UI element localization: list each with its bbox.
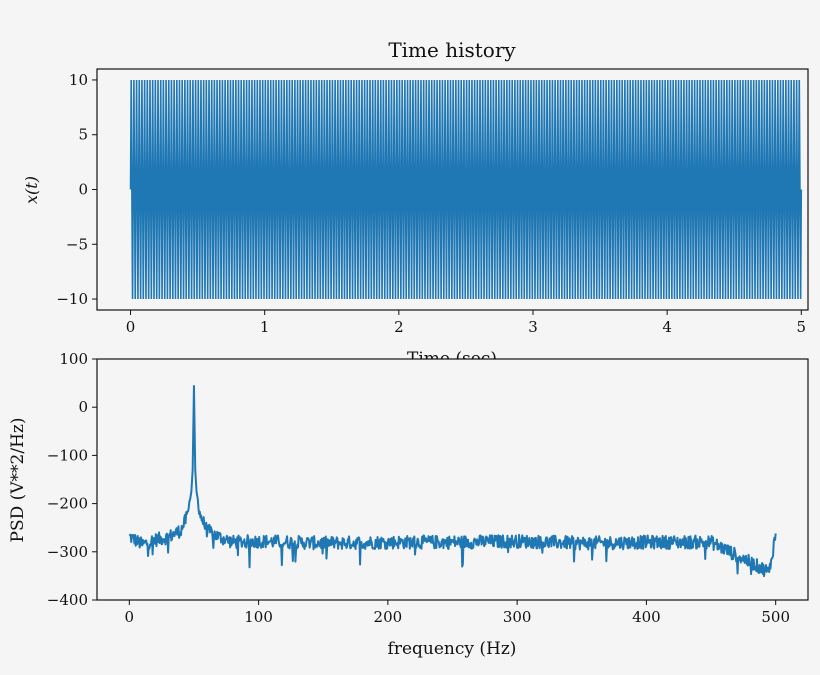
time-history-y-tick-label: 10 [69, 71, 88, 89]
psd-y-tick-label: 100 [59, 350, 88, 368]
psd-x-ticks: 0 100 200 300 400 500 [125, 600, 790, 626]
time-history-x-tick-label: 5 [797, 318, 807, 336]
psd-x-tick: 400 [632, 600, 661, 626]
psd-y-ticks: −400 −300 −200 −100 0 100 [47, 350, 97, 609]
time-history-x-tick: 1 [260, 310, 270, 336]
psd-y-tick: −400 [47, 591, 97, 609]
time-history-x-tick: 4 [662, 310, 672, 336]
time-history-x-tick: 2 [394, 310, 404, 336]
psd-y-tick-label: −300 [47, 543, 88, 561]
time-history-x-tick-label: 0 [126, 318, 136, 336]
time-history-y-tick: 5 [78, 126, 97, 144]
time-history-y-tick-label: 5 [78, 126, 88, 144]
time-history-x-tick-label: 3 [528, 318, 538, 336]
psd-plot-area [96, 358, 809, 601]
time-history-title: Time history [388, 38, 516, 62]
time-history-y-tick: 10 [69, 71, 97, 89]
psd-y-tick-label: −200 [47, 495, 88, 513]
psd-x-label: frequency (Hz) [388, 639, 517, 659]
time-history-y-ticks: −10 −5 0 5 10 [56, 71, 97, 308]
psd-series-line [128, 384, 777, 578]
psd-x-tick: 500 [761, 600, 790, 626]
time-history-y-tick: −10 [56, 290, 97, 308]
psd-x-tick-label: 300 [503, 608, 532, 626]
time-history-y-tick: 0 [78, 181, 97, 199]
psd-y-tick-label: −400 [47, 591, 88, 609]
psd-x-tick-label: 500 [761, 608, 790, 626]
psd-x-tick: 200 [374, 600, 403, 626]
time-history-x-ticks: 0 1 2 3 4 5 [126, 310, 806, 336]
time-history-x-tick: 3 [528, 310, 538, 336]
psd-y-tick: 100 [59, 350, 97, 368]
time-history-x-tick: 0 [126, 310, 136, 336]
psd-x-tick: 100 [244, 600, 273, 626]
psd-y-tick-label: −100 [47, 446, 88, 464]
psd-series [128, 384, 777, 578]
psd-x-tick: 300 [503, 600, 532, 626]
time-history-y-tick-label: −10 [56, 290, 88, 308]
psd-frame [96, 358, 809, 601]
time-history-x-tick: 5 [797, 310, 807, 336]
psd-y-tick: −200 [47, 495, 97, 513]
psd-axes: 0 100 200 300 400 500 −400 −300 −200 −100 0 100 fr… [8, 350, 809, 659]
psd-x-tick-label: 0 [125, 608, 135, 626]
psd-x-tick: 0 [125, 600, 135, 626]
psd-y-tick-label: 0 [78, 398, 88, 416]
time-history-y-label: x(t) [22, 176, 41, 204]
psd-y-tick: 0 [78, 398, 97, 416]
time-history-x-tick-label: 2 [394, 318, 404, 336]
time-history-x-tick-label: 1 [260, 318, 270, 336]
psd-y-tick: −100 [47, 446, 97, 464]
psd-x-tick-label: 400 [632, 608, 661, 626]
psd-y-label: PSD (V**2/Hz) [8, 418, 28, 543]
time-history-y-label-text: x(t) [22, 176, 41, 204]
time-history-y-tick: −5 [66, 235, 97, 253]
time-history-series [129, 79, 803, 300]
psd-x-tick-label: 100 [244, 608, 273, 626]
time-history-y-tick-label: −5 [66, 235, 88, 253]
time-history-x-tick-label: 4 [662, 318, 672, 336]
time-history-y-tick-label: 0 [78, 181, 88, 199]
time-history-series-line [129, 79, 803, 300]
psd-x-tick-label: 200 [374, 608, 403, 626]
psd-y-tick: −300 [47, 543, 97, 561]
